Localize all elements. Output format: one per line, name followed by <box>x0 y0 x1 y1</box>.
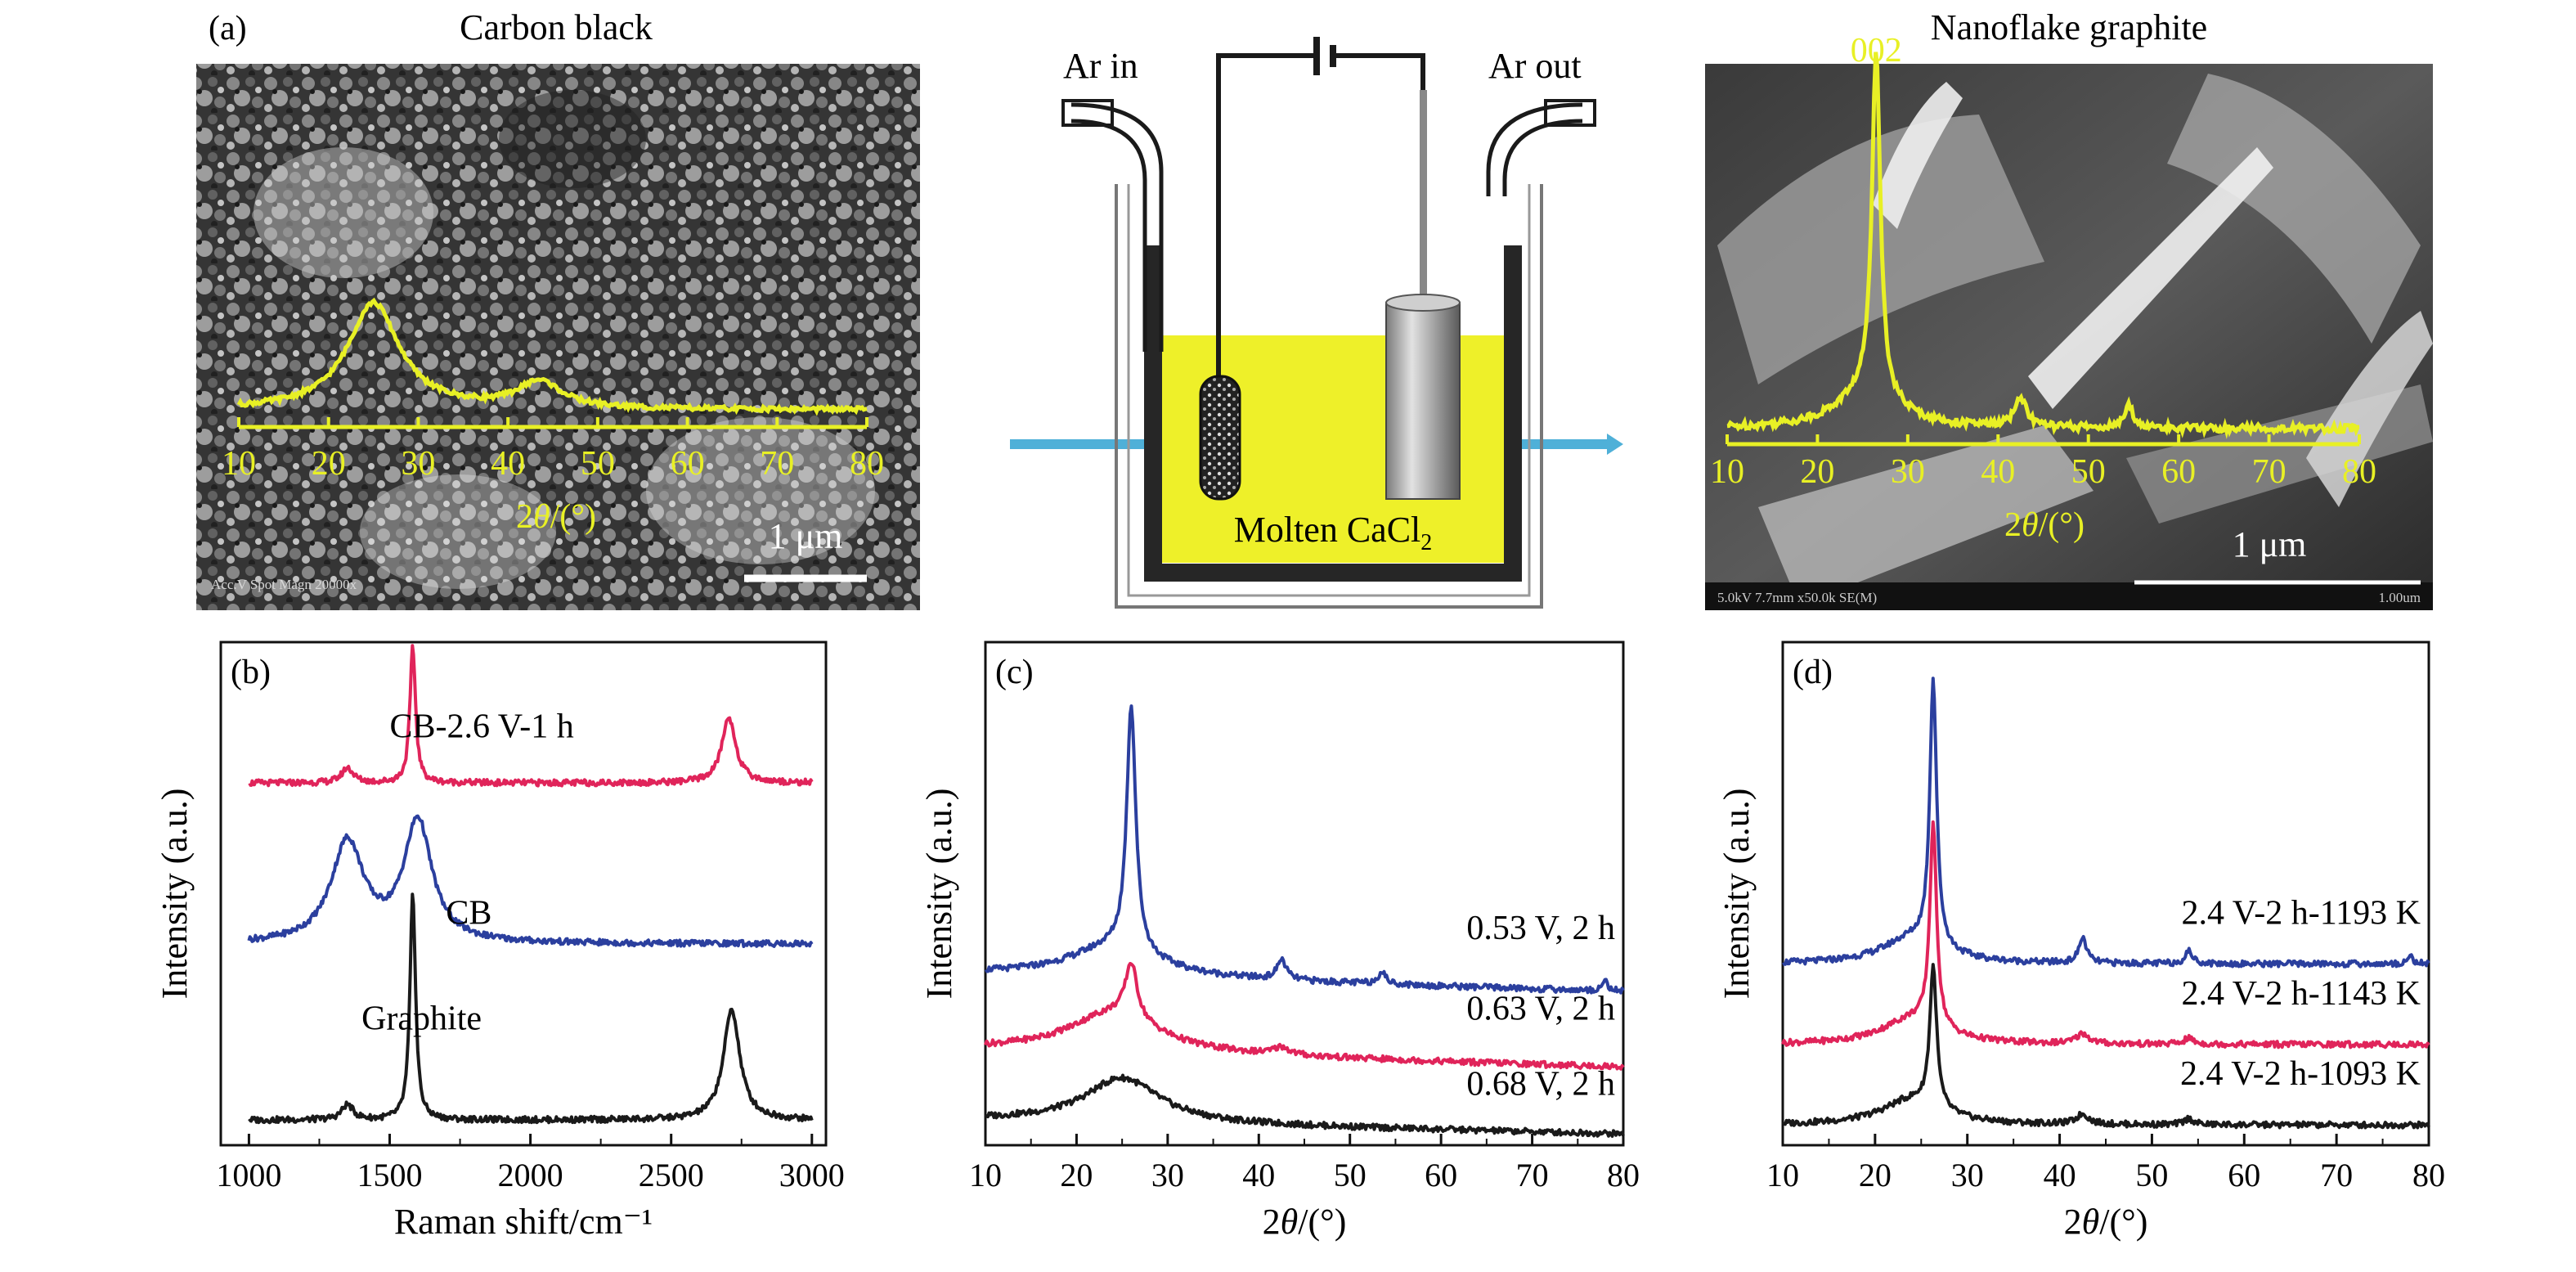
series-label: 0.68 V, 2 h <box>1466 1066 1615 1103</box>
inset-tick-label: 10 <box>1710 453 1744 491</box>
panel-d-xrd-chart: 10 20 30 40 50 60 70 80 (d) 2θ/(°) Intensity (a.u.… <box>1717 640 2445 1242</box>
series-label: CB <box>446 894 491 932</box>
inset-tick-label: 60 <box>671 445 705 483</box>
cathode-carbon <box>1199 375 1241 501</box>
sem-image-carbon-black: Acc.V Spot Magn 20000x 1 μm <box>196 64 920 610</box>
anode-rod <box>1385 302 1461 500</box>
x-tick-label: 50 <box>1334 1157 1367 1193</box>
x-axis-label: Raman shift/cm⁻¹ <box>394 1202 653 1242</box>
x-tick-label: 3000 <box>779 1157 845 1193</box>
x-tick-label: 70 <box>2320 1157 2353 1193</box>
series-label: 2.4 V-2 h-1143 K <box>2182 975 2421 1013</box>
series-line-0-53-v-2-h <box>985 704 1625 995</box>
crucible <box>1144 245 1522 582</box>
inset-xrd-line <box>236 297 868 416</box>
panel-b-raman-chart: 1000 1500 2000 2500 3000 (b) Raman shift/cm⁻¹ I… <box>155 640 845 1242</box>
x-tick-label: 10 <box>1766 1157 1799 1193</box>
inset-tick-label: 30 <box>1891 453 1925 491</box>
carbon-black-title: Carbon black <box>460 7 653 47</box>
inset-tick-label: 50 <box>2071 453 2106 491</box>
y-axis-label: Intensity (a.u.) <box>1717 789 1757 1000</box>
inset-tick-label: 40 <box>491 445 525 483</box>
x-tick-label: 30 <box>1951 1157 1984 1193</box>
ar-out-label: Ar out <box>1488 46 1582 86</box>
panel-label: (b) <box>231 654 271 691</box>
x-tick-label: 2500 <box>639 1157 704 1193</box>
x-tick-label: 40 <box>1242 1157 1275 1193</box>
inset-tick-label: 60 <box>2161 453 2196 491</box>
sem-scale-text-right: 1.00um <box>2379 590 2421 605</box>
inset-tick-label: 80 <box>2342 453 2376 491</box>
inset-tick-label: 20 <box>1800 453 1834 491</box>
nanoflake-graphite-title: Nanoflake graphite <box>1931 7 2207 47</box>
ar-in-label: Ar in <box>1063 46 1138 86</box>
sem-info-right: 5.0kV 7.7mm x50.0k SE(M) <box>1717 590 1877 605</box>
inset-tick-label: 70 <box>2252 453 2287 491</box>
peak-002-label: 002 <box>1851 32 1902 70</box>
x-tick-label: 1000 <box>216 1157 281 1193</box>
y-axis-label: Intensity (a.u.) <box>919 789 959 1000</box>
xrd-inset-graphite: 10 20 30 40 50 60 70 80 2θ/(°) 002 <box>1710 32 2376 544</box>
x-tick-label: 20 <box>1060 1157 1093 1193</box>
series-line-2-4-v-2-h-1193-k <box>1782 676 2430 969</box>
inset-x-label: 2θ/(°) <box>516 498 596 536</box>
x-tick-label: 2000 <box>498 1157 563 1193</box>
inset-tick-label: 50 <box>581 445 615 483</box>
inset-tick-label: 70 <box>760 445 794 483</box>
series-label: 2.4 V-2 h-1193 K <box>2182 894 2421 932</box>
scale-label-right: 1 μm <box>2233 524 2307 564</box>
series-label: 0.53 V, 2 h <box>1466 910 1615 947</box>
x-tick-label: 1500 <box>357 1157 423 1193</box>
ar-out-tube <box>1486 102 1583 196</box>
x-tick-label: 50 <box>2135 1157 2168 1193</box>
xrd-inset-carbon-black: 10 20 30 40 50 60 70 80 2θ/(°) <box>222 297 884 536</box>
series-label: 2.4 V-2 h-1093 K <box>2180 1055 2421 1093</box>
series-label: Graphite <box>361 1000 482 1037</box>
ar-in-tube <box>1070 102 1164 352</box>
series-line-cb-2-6-v-1-h <box>248 644 814 788</box>
series-line-0-63-v-2-h <box>984 961 1625 1071</box>
x-tick-label: 20 <box>1859 1157 1892 1193</box>
molten-salt-label: Molten CaCl2 <box>1234 510 1433 555</box>
y-axis-label: Intensity (a.u.) <box>155 789 195 1000</box>
series-line-0-68-v-2-h <box>984 1073 1625 1138</box>
series-line-2-4-v-2-h-1093-k <box>1781 963 2430 1130</box>
series-label: CB-2.6 V-1 h <box>390 708 574 746</box>
outer-vessel <box>1115 184 1543 609</box>
x-tick-label: 60 <box>1425 1157 1457 1193</box>
plot-frame <box>219 640 828 1147</box>
x-axis-label: 2θ/(°) <box>1263 1202 1347 1242</box>
panel-label: (c) <box>995 654 1034 691</box>
inset-xrd-line <box>1726 52 2360 439</box>
x-axis-label: 2θ/(°) <box>2064 1202 2148 1242</box>
panel-a-composite: (a) Carbon black Nanoflake graphite Acc.… <box>196 7 2433 610</box>
panel-c-xrd-chart: 10 20 30 40 50 60 70 80 (c) 2θ/(°) Intensity (a.u.… <box>919 640 1640 1242</box>
electrolysis-cell-diagram: Ar in Ar out Molten CaCl2 <box>1010 37 1623 609</box>
series-label: 0.63 V, 2 h <box>1466 990 1615 1027</box>
x-tick-label: 80 <box>2412 1157 2445 1193</box>
inset-tick-label: 10 <box>222 445 256 483</box>
panel-a-label: (a) <box>209 10 247 47</box>
sem-info-left: Acc.V Spot Magn 20000x <box>211 577 357 592</box>
inset-tick-label: 80 <box>850 445 884 483</box>
x-tick-label: 30 <box>1151 1157 1184 1193</box>
x-tick-label: 70 <box>1516 1157 1549 1193</box>
inset-tick-label: 30 <box>401 445 435 483</box>
series-line-graphite <box>248 892 814 1125</box>
x-tick-label: 40 <box>2044 1157 2076 1193</box>
scale-label-left: 1 μm <box>769 516 843 556</box>
inset-tick-label: 20 <box>312 445 346 483</box>
series-line-2-4-v-2-h-1143-k <box>1781 820 2430 1050</box>
panel-label: (d) <box>1793 654 1833 691</box>
series-line-cb <box>247 814 814 948</box>
x-tick-label: 80 <box>1607 1157 1640 1193</box>
inset-tick-label: 40 <box>1981 453 2015 491</box>
x-tick-label: 60 <box>2228 1157 2260 1193</box>
x-tick-label: 10 <box>969 1157 1002 1193</box>
inset-x-label: 2θ/(°) <box>2004 506 2085 544</box>
